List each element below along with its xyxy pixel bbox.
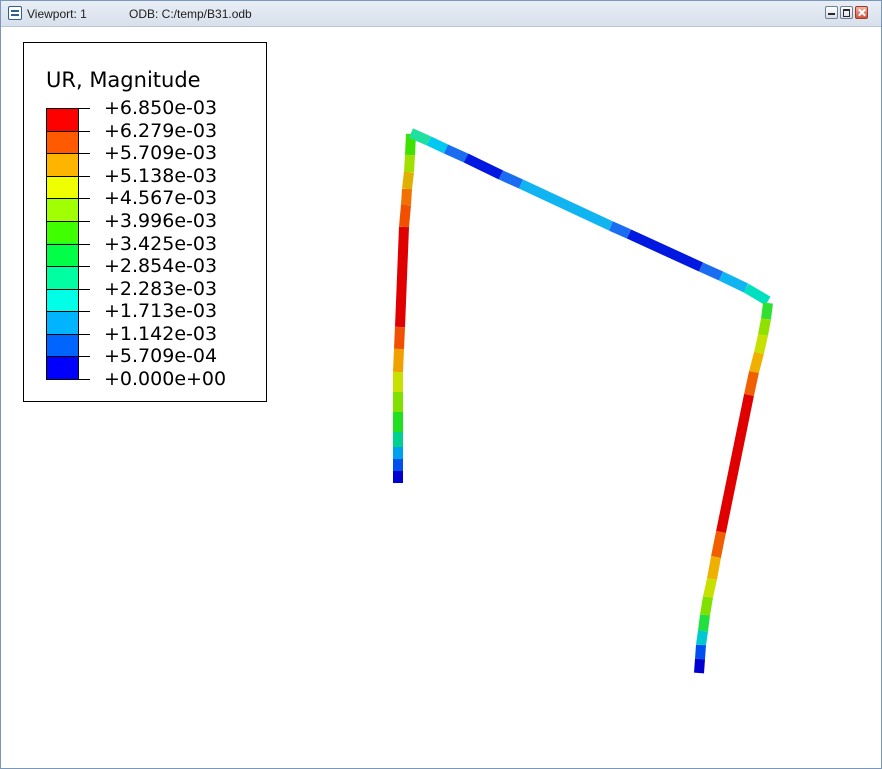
legend-tick bbox=[79, 311, 90, 313]
legend-band-border bbox=[46, 198, 79, 200]
legend-band-border bbox=[46, 379, 79, 380]
legend-label: +4.567e-03 bbox=[104, 187, 218, 210]
legend-band-border bbox=[46, 130, 79, 132]
viewport-menu-icon[interactable] bbox=[8, 6, 22, 20]
legend-band-border bbox=[46, 153, 79, 155]
top-beam bbox=[408, 128, 771, 306]
viewport-titlebar[interactable]: Viewport: 1 ODB: C:/temp/B31.odb bbox=[1, 1, 881, 27]
legend-label: +5.138e-03 bbox=[104, 164, 218, 187]
legend-band bbox=[46, 130, 79, 154]
legend-band-border bbox=[46, 288, 79, 290]
close-icon[interactable] bbox=[855, 6, 868, 19]
legend-band-border bbox=[46, 108, 47, 379]
legend-tick bbox=[79, 288, 90, 290]
legend-tick bbox=[79, 379, 90, 380]
legend-label: +3.425e-03 bbox=[104, 232, 218, 255]
legend-band bbox=[46, 243, 79, 267]
legend-band bbox=[46, 311, 79, 334]
legend-label: +1.713e-03 bbox=[104, 300, 218, 323]
legend-band-border bbox=[46, 175, 79, 177]
contour-legend: UR, Magnitude +6.850e-03 +6.279e-03 +5.709… bbox=[23, 42, 267, 402]
legend-tick bbox=[79, 198, 90, 200]
legend-tick bbox=[79, 266, 90, 268]
model-canvas[interactable] bbox=[1, 27, 881, 768]
legend-band bbox=[46, 153, 79, 176]
legend-band-border bbox=[46, 243, 79, 245]
legend-tick bbox=[79, 108, 90, 109]
legend-band bbox=[46, 288, 79, 312]
legend-band bbox=[46, 175, 79, 199]
legend-band bbox=[46, 266, 79, 289]
legend-band bbox=[46, 333, 79, 357]
legend-label: +5.709e-03 bbox=[104, 142, 218, 165]
legend-color-bands bbox=[46, 108, 79, 379]
legend-band-border bbox=[46, 108, 79, 109]
maximize-icon[interactable] bbox=[840, 6, 853, 19]
legend-band-border bbox=[46, 220, 79, 222]
legend-label: +6.850e-03 bbox=[104, 97, 218, 119]
odb-path-label: ODB: C:/temp/B31.odb bbox=[129, 7, 252, 21]
legend-tick bbox=[79, 175, 90, 177]
legend-tick bbox=[79, 220, 90, 222]
legend-label: +3.996e-03 bbox=[104, 209, 218, 232]
right-column-beam bbox=[694, 302, 773, 674]
legend-tick bbox=[79, 130, 90, 132]
legend-label: +2.283e-03 bbox=[104, 277, 218, 300]
minimize-icon[interactable] bbox=[825, 6, 838, 19]
legend-band bbox=[46, 198, 79, 221]
legend-band bbox=[46, 356, 79, 379]
legend-tick bbox=[79, 243, 90, 245]
legend-tick bbox=[79, 333, 90, 335]
legend-band-border bbox=[46, 333, 79, 335]
left-column-beam bbox=[393, 133, 416, 483]
legend-tick bbox=[79, 153, 90, 155]
legend-band-border bbox=[46, 266, 79, 268]
legend-band bbox=[46, 108, 79, 131]
legend-band-border bbox=[46, 311, 79, 313]
legend-band-border bbox=[78, 108, 79, 379]
legend-band-border bbox=[46, 356, 79, 358]
legend-label: +1.142e-03 bbox=[104, 322, 218, 345]
legend-label: +5.709e-04 bbox=[104, 345, 218, 368]
legend-band bbox=[46, 220, 79, 244]
legend-tick bbox=[79, 356, 90, 358]
legend-label: +6.279e-03 bbox=[104, 119, 218, 142]
legend-label: +2.854e-03 bbox=[104, 255, 218, 278]
viewport-title: Viewport: 1 bbox=[27, 7, 87, 21]
legend-label: +0.000e+00 bbox=[104, 368, 227, 390]
legend-title: UR, Magnitude bbox=[46, 68, 201, 92]
